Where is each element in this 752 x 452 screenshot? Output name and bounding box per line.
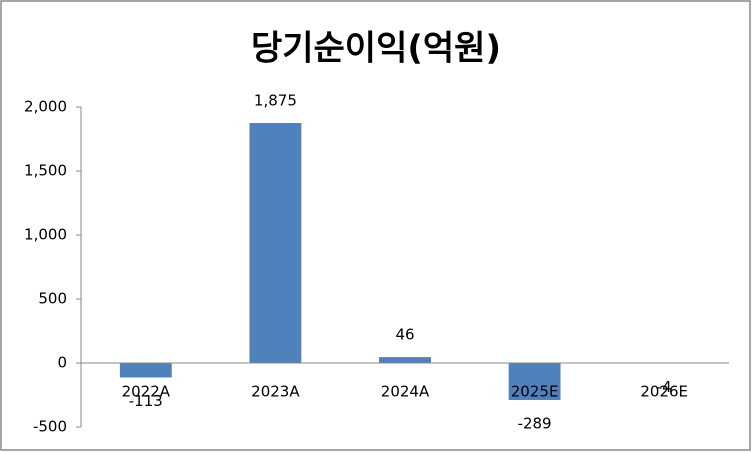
y-tick-label: -500: [33, 418, 67, 436]
y-tick-label: 0: [57, 354, 67, 372]
y-tick-label: 500: [38, 290, 67, 308]
data-label: -113: [129, 392, 163, 410]
bar: [249, 123, 302, 363]
y-tick-label: 1,000: [24, 226, 67, 244]
x-tick-label: 2026E: [640, 383, 688, 401]
y-tick-label: 2,000: [24, 98, 67, 116]
bar: [119, 363, 172, 378]
x-tick-label: 2023A: [251, 383, 300, 401]
chart-title: 당기순이익(억원): [251, 29, 501, 69]
data-label: -289: [518, 414, 552, 432]
bar: [508, 363, 561, 400]
data-label: 1,875: [254, 92, 297, 110]
bar: [379, 357, 431, 363]
x-tick-label: 2024A: [381, 383, 430, 401]
data-label: 46: [395, 326, 414, 344]
y-tick-label: 1,500: [24, 162, 67, 180]
x-tick-label: 2025E: [511, 383, 559, 401]
data-label: -4: [657, 378, 672, 396]
x-tick-label: 2022A: [122, 383, 171, 401]
